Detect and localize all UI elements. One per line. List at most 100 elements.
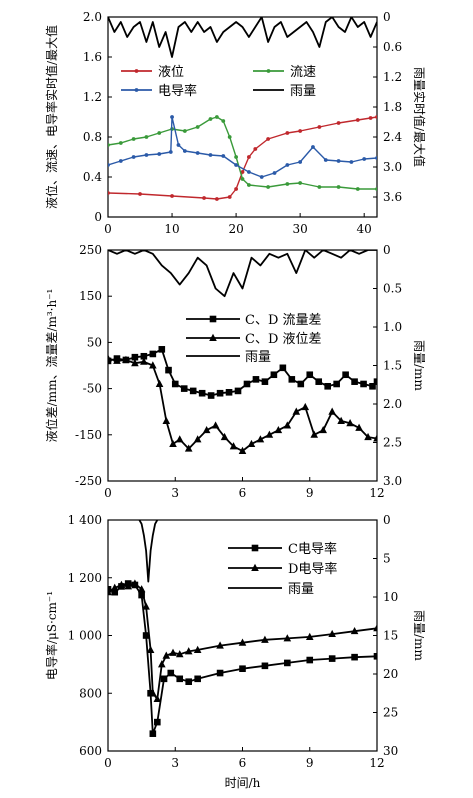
data-point — [364, 432, 372, 441]
data-point — [238, 638, 247, 646]
data-point — [317, 185, 322, 189]
data-point — [193, 645, 202, 653]
data-point — [274, 425, 283, 434]
data-point — [208, 117, 213, 121]
x-tick-label: 0 — [104, 486, 112, 500]
legend-label: C、D 液位差 — [245, 332, 322, 347]
data-point — [328, 655, 336, 662]
y2-tick-label: 30 — [383, 744, 398, 758]
series-line-1 — [108, 357, 377, 452]
data-point — [261, 378, 269, 385]
data-point — [108, 163, 110, 167]
data-point — [234, 163, 238, 167]
data-point — [240, 170, 245, 174]
legend-label: 雨量 — [245, 350, 271, 365]
x-tick-label: 40 — [357, 222, 372, 236]
series-group — [108, 250, 377, 454]
data-point — [266, 137, 271, 141]
data-point — [207, 392, 215, 399]
y-tick-label: 2.0 — [83, 10, 102, 24]
data-point — [297, 380, 305, 388]
legend-marker — [251, 563, 259, 571]
data-point — [266, 185, 271, 189]
data-point — [375, 187, 377, 191]
x-tick-label: 9 — [306, 756, 314, 770]
data-point — [170, 194, 174, 198]
data-point — [261, 662, 269, 670]
data-point — [140, 352, 148, 360]
data-point — [160, 675, 168, 683]
x-tick-label: 3 — [171, 756, 179, 770]
y2-tick-label: 3.0 — [383, 160, 402, 174]
data-point — [336, 185, 341, 189]
data-point — [225, 388, 233, 396]
data-point — [185, 678, 192, 685]
y2-tick-label: 0 — [383, 10, 391, 24]
data-point — [319, 425, 327, 434]
x-tick-label: 3 — [171, 486, 179, 500]
y-tick-label: 800 — [79, 686, 102, 700]
data-point — [351, 653, 358, 661]
data-point — [149, 730, 157, 737]
series-line-3 — [108, 17, 377, 58]
data-point — [108, 143, 110, 147]
data-point — [137, 585, 146, 593]
data-point — [336, 121, 341, 125]
data-point — [175, 650, 184, 658]
x-tick-label: 0 — [104, 756, 112, 770]
data-point — [214, 115, 219, 119]
y-axis-label: 液位、流速、电导率实时值/最大值 — [44, 25, 59, 209]
data-point — [108, 191, 110, 195]
data-point — [131, 137, 136, 141]
data-point — [144, 153, 149, 157]
series-line-0 — [108, 116, 377, 200]
series-line-2 — [138, 520, 159, 583]
data-point — [355, 118, 360, 122]
y2-tick-label: 1.2 — [383, 70, 402, 84]
data-point — [157, 152, 162, 156]
data-point — [162, 416, 171, 424]
data-point — [220, 432, 229, 441]
data-point — [142, 632, 150, 639]
data-point — [306, 371, 314, 379]
data-point — [285, 163, 290, 167]
data-point — [168, 150, 173, 154]
legend-marker — [209, 333, 217, 341]
x-axis-label: 时间/h — [225, 776, 261, 790]
data-point — [144, 135, 149, 139]
y-tick-label: 0.4 — [83, 170, 102, 184]
data-point — [349, 160, 354, 164]
data-point — [169, 439, 177, 448]
data-point — [216, 669, 224, 677]
data-point — [298, 160, 303, 164]
data-point — [305, 632, 314, 640]
data-point — [154, 718, 161, 726]
legend-marker — [134, 88, 139, 92]
data-point — [369, 382, 376, 390]
series-group — [108, 520, 377, 737]
data-point — [194, 675, 201, 683]
data-point — [285, 182, 290, 186]
data-point — [368, 116, 373, 120]
chart-panel-middle: 0 3 6 9 12 -250 -150 -50 50 150 250 0 0.5 1.0 1.5 2.0 2.… — [44, 243, 426, 500]
x-tick-label: 9 — [306, 486, 314, 500]
data-point — [180, 385, 188, 392]
data-point — [193, 435, 202, 443]
data-point — [149, 361, 157, 369]
data-point — [234, 387, 242, 395]
data-point — [113, 356, 121, 364]
y2-tick-label: 1.8 — [383, 100, 402, 114]
y2-axis-label: 雨量/mm — [412, 340, 426, 391]
data-point — [184, 444, 193, 452]
data-point — [176, 143, 181, 147]
y2-tick-label: 0.6 — [383, 40, 402, 54]
y2-tick-label: 0.5 — [383, 282, 402, 296]
data-point — [140, 357, 148, 365]
data-point — [252, 376, 260, 383]
data-point — [298, 129, 303, 133]
data-point — [171, 380, 179, 388]
data-point — [149, 689, 157, 697]
y-tick-label: 1 000 — [68, 629, 102, 643]
data-point — [131, 353, 139, 361]
y2-tick-label: 2.4 — [383, 130, 402, 144]
